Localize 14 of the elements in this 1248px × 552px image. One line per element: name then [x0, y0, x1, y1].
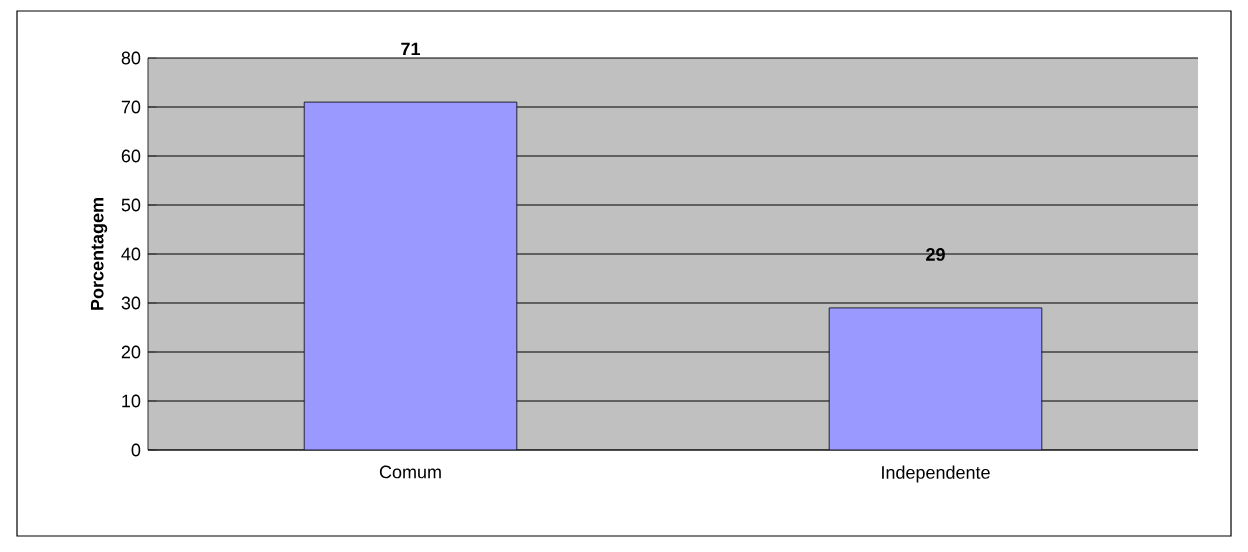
y-axis-title: Porcentagem	[90, 198, 108, 310]
x-tick-label: Independente	[882, 465, 990, 483]
y-tick-label: 60	[121, 149, 141, 163]
x-tick-label: Comum	[379, 465, 441, 479]
data-label: 71	[401, 42, 421, 56]
y-tick-label: 80	[121, 51, 141, 65]
y-tick-label: 40	[121, 247, 141, 261]
y-tick-label: 30	[121, 296, 141, 310]
y-tick-label: 0	[131, 443, 141, 457]
y-tick-label: 50	[121, 198, 141, 212]
y-tick-label: 70	[121, 100, 141, 114]
data-label: 29	[926, 248, 945, 261]
y-tick-label: 10	[122, 394, 141, 408]
y-tick-label: 20	[121, 345, 141, 359]
